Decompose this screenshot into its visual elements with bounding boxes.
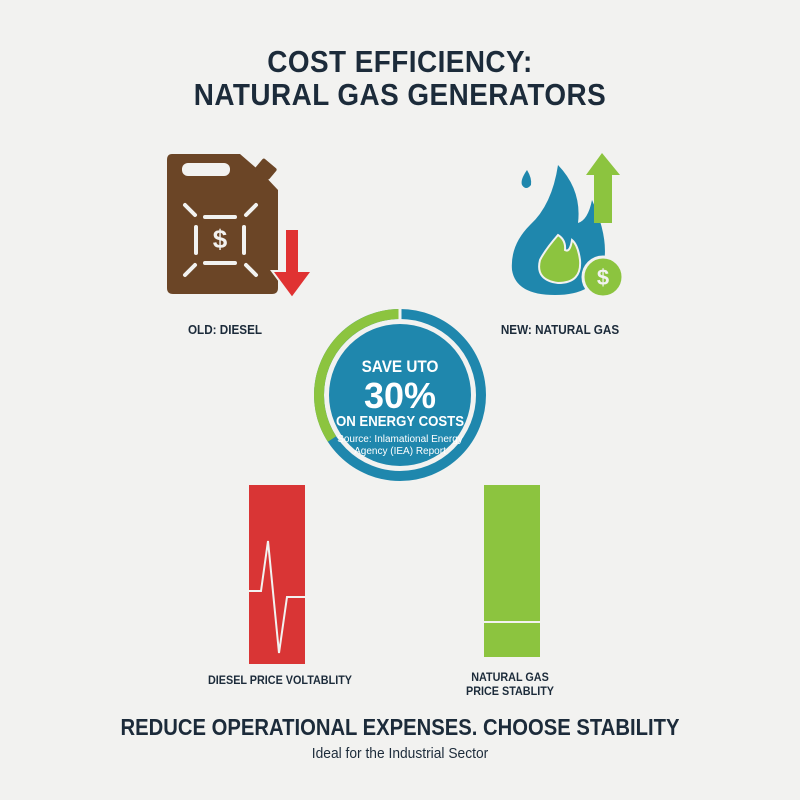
- footer-subline: Ideal for the Industrial Sector: [311, 745, 489, 762]
- arrow-up-icon: [586, 153, 620, 223]
- dollar-coin-icon: [581, 255, 625, 299]
- svg-text:$: $: [597, 265, 609, 290]
- diesel-volatility-bar: [249, 485, 305, 664]
- new-natural-gas-label: NEW: NATURAL GAS: [500, 322, 620, 337]
- arrow-down-icon: [270, 228, 314, 300]
- natural-gas-bar-label-2: PRICE STABLITY: [465, 684, 555, 698]
- diesel-bar-label: DIESEL PRICE VOLTABLITY: [207, 673, 352, 687]
- savings-line-2: ON ENERGY COSTS: [335, 413, 465, 430]
- savings-value: 30%: [363, 375, 437, 416]
- jerrycan-dollar-icon: $: [167, 154, 314, 300]
- natural-gas-bar-label-1: NATURAL GAS: [471, 670, 549, 684]
- volatility-pulse-icon: [249, 540, 305, 654]
- old-diesel-label: OLD: DIESEL: [187, 322, 263, 337]
- savings-source-1: Source: Inlamational Energy: [337, 434, 463, 445]
- natural-gas-bar-label: NATURAL GAS PRICE STABLITY: [447, 670, 573, 698]
- jerrycan-dollar: $: [213, 224, 228, 254]
- flame-icon: $: [511, 153, 625, 299]
- savings-line-1: SAVE UTO: [361, 357, 439, 376]
- footer-headline: REDUCE OPERATIONAL EXPENSES. CHOOSE STAB…: [120, 714, 680, 740]
- page-title: COST EFFICIENCY: NATURAL GAS GENERATORS: [40, 45, 760, 111]
- title-line-1: COST EFFICIENCY:: [267, 44, 533, 79]
- title-line-2: NATURAL GAS GENERATORS: [193, 77, 607, 112]
- natural-gas-stability-bar: [484, 485, 540, 657]
- savings-progress-arc: [314, 309, 401, 442]
- savings-badge: [314, 309, 486, 481]
- savings-source-2: Agency (IEA) Report: [354, 446, 446, 457]
